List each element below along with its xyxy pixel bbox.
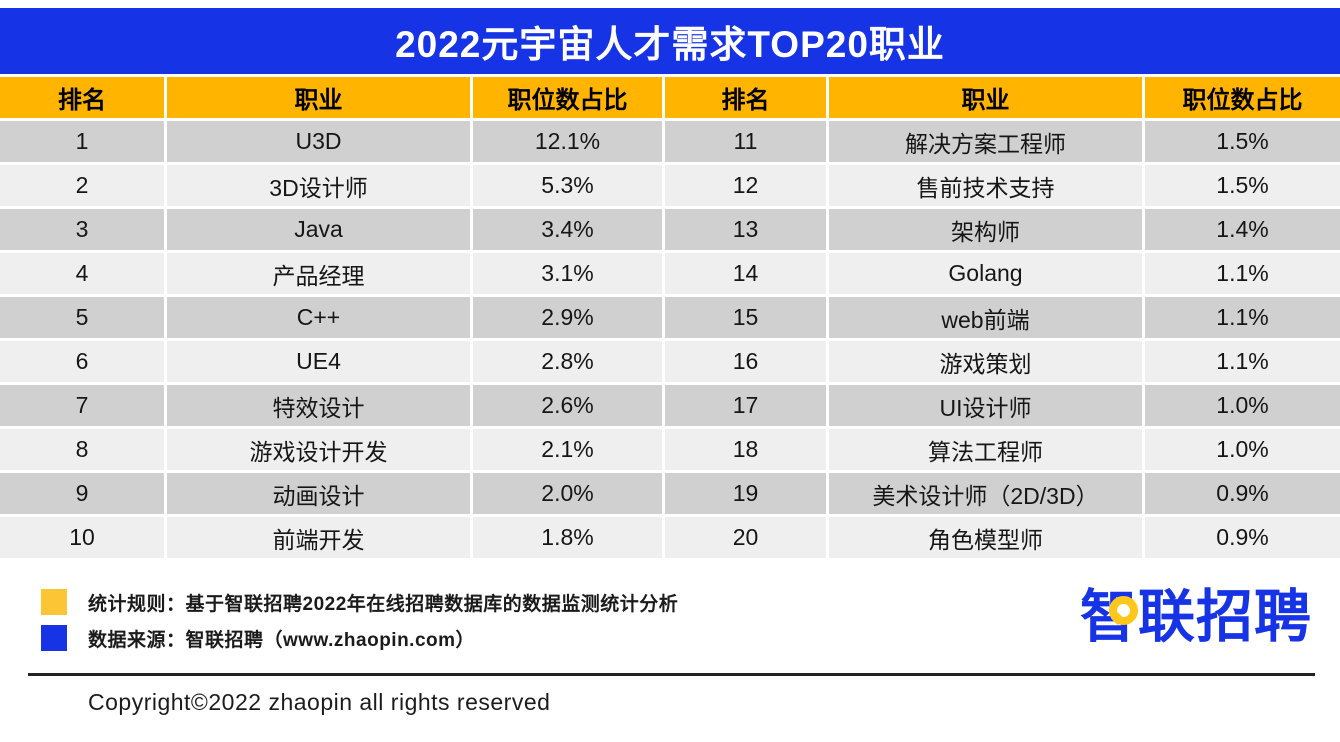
- share-cell: 1.1%: [1145, 253, 1340, 294]
- share-cell: 12.1%: [473, 121, 662, 162]
- title-bar: 2022元宇宙人才需求TOP20职业: [0, 8, 1340, 74]
- share-cell: 0.9%: [1145, 517, 1340, 558]
- share-cell: 1.4%: [1145, 209, 1340, 250]
- column-header: 职业: [167, 77, 470, 118]
- share-cell: 2.6%: [473, 385, 662, 426]
- job-cell: U3D: [167, 121, 470, 162]
- share-cell: 1.1%: [1145, 297, 1340, 338]
- share-cell: 1.5%: [1145, 165, 1340, 206]
- share-cell: 2.0%: [473, 473, 662, 514]
- share-cell: 1.8%: [473, 517, 662, 558]
- job-cell: 算法工程师: [829, 429, 1142, 470]
- job-cell: 角色模型师: [829, 517, 1142, 558]
- rank-cell: 9: [0, 473, 164, 514]
- job-cell: 解决方案工程师: [829, 121, 1142, 162]
- job-cell: 架构师: [829, 209, 1142, 250]
- rank-cell: 15: [665, 297, 826, 338]
- yellow-swatch-icon: [41, 589, 67, 615]
- page-title: 2022元宇宙人才需求TOP20职业: [395, 24, 945, 65]
- rank-cell: 16: [665, 341, 826, 382]
- column-header: 职位数占比: [1145, 77, 1340, 118]
- job-cell: 游戏策划: [829, 341, 1142, 382]
- share-cell: 3.4%: [473, 209, 662, 250]
- share-cell: 2.8%: [473, 341, 662, 382]
- logo-speech-bubble-icon: [1109, 596, 1138, 625]
- share-cell: 1.0%: [1145, 429, 1340, 470]
- column-header: 排名: [665, 77, 826, 118]
- legend-note-data-source: 数据来源：智联招聘（www.zhaopin.com）: [41, 625, 1340, 651]
- share-cell: 1.0%: [1145, 385, 1340, 426]
- job-cell: C++: [167, 297, 470, 338]
- blue-swatch-icon: [41, 625, 67, 651]
- job-cell: web前端: [829, 297, 1142, 338]
- rank-cell: 2: [0, 165, 164, 206]
- footer-divider: [28, 673, 1315, 676]
- rank-cell: 1: [0, 121, 164, 162]
- share-cell: 5.3%: [473, 165, 662, 206]
- rank-cell: 12: [665, 165, 826, 206]
- job-cell: 动画设计: [167, 473, 470, 514]
- job-cell: 售前技术支持: [829, 165, 1142, 206]
- job-cell: Java: [167, 209, 470, 250]
- data-source-text: 数据来源：智联招聘（www.zhaopin.com）: [88, 629, 476, 651]
- column-header: 职位数占比: [473, 77, 662, 118]
- rank-cell: 10: [0, 517, 164, 558]
- top20-table: 排名 职业 职位数占比 排名 职业 职位数占比 1 U3D 12.1% 11 解决方案工程师 1.5%…: [0, 77, 1340, 558]
- rank-cell: 5: [0, 297, 164, 338]
- rank-cell: 14: [665, 253, 826, 294]
- job-cell: 前端开发: [167, 517, 470, 558]
- footer-notes: 统计规则：基于智联招聘2022年在线招聘数据库的数据监测统计分析 数据来源：智联…: [41, 589, 1340, 651]
- rank-cell: 18: [665, 429, 826, 470]
- share-cell: 1.1%: [1145, 341, 1340, 382]
- rank-cell: 13: [665, 209, 826, 250]
- zhaopin-logo: 智联招聘: [1080, 584, 1312, 650]
- share-cell: 1.5%: [1145, 121, 1340, 162]
- stat-rule-text: 统计规则：基于智联招聘2022年在线招聘数据库的数据监测统计分析: [88, 593, 679, 615]
- job-cell: 特效设计: [167, 385, 470, 426]
- copyright-text: Copyright©2022 zhaopin all rights reserv…: [88, 689, 551, 715]
- rank-cell: 19: [665, 473, 826, 514]
- rank-cell: 11: [665, 121, 826, 162]
- share-cell: 2.9%: [473, 297, 662, 338]
- rank-cell: 8: [0, 429, 164, 470]
- rank-cell: 6: [0, 341, 164, 382]
- rank-cell: 20: [665, 517, 826, 558]
- column-header: 职业: [829, 77, 1142, 118]
- job-cell: 游戏设计开发: [167, 429, 470, 470]
- rank-cell: 4: [0, 253, 164, 294]
- column-header: 排名: [0, 77, 164, 118]
- share-cell: 3.1%: [473, 253, 662, 294]
- legend-note-stat-rule: 统计规则：基于智联招聘2022年在线招聘数据库的数据监测统计分析: [41, 589, 1340, 615]
- job-cell: Golang: [829, 253, 1142, 294]
- job-cell: UE4: [167, 341, 470, 382]
- rank-cell: 17: [665, 385, 826, 426]
- rank-cell: 3: [0, 209, 164, 250]
- share-cell: 0.9%: [1145, 473, 1340, 514]
- rank-cell: 7: [0, 385, 164, 426]
- job-cell: 美术设计师（2D/3D）: [829, 473, 1142, 514]
- job-cell: 产品经理: [167, 253, 470, 294]
- job-cell: UI设计师: [829, 385, 1142, 426]
- share-cell: 2.1%: [473, 429, 662, 470]
- job-cell: 3D设计师: [167, 165, 470, 206]
